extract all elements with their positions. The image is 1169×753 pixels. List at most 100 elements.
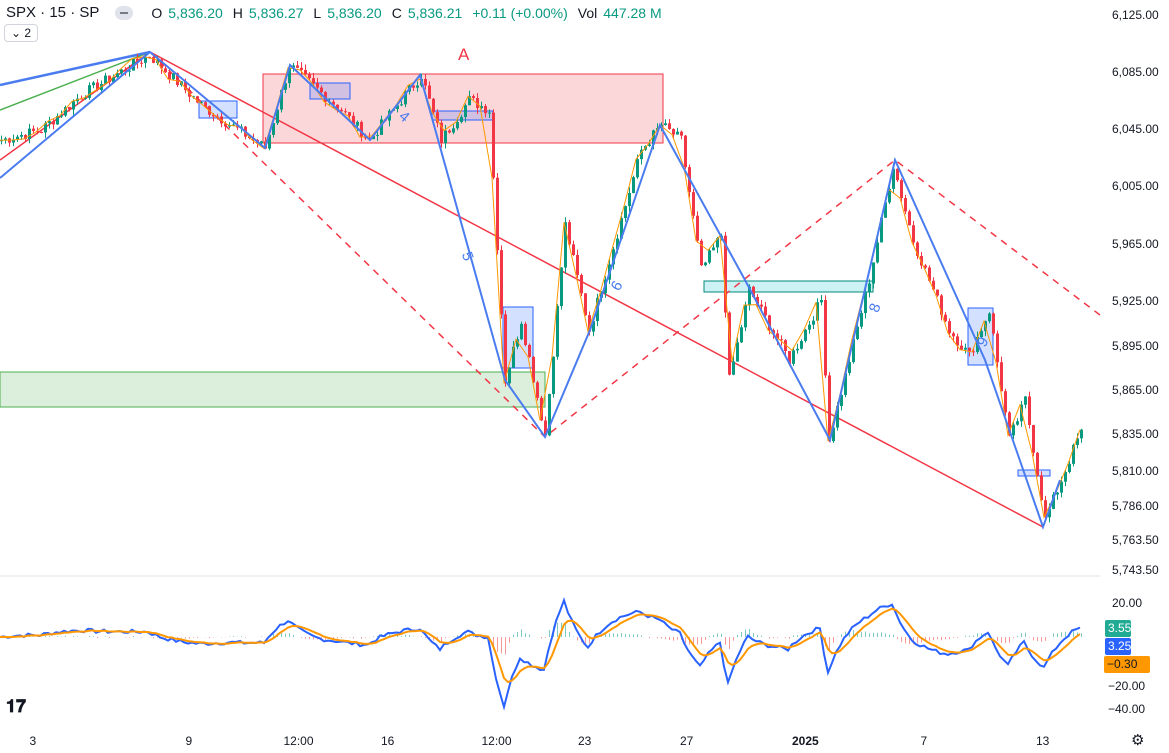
orange-line [0, 56, 1081, 519]
candle [56, 113, 59, 125]
time-axis-label: 9 [185, 734, 193, 748]
candle [472, 94, 475, 100]
candle [104, 72, 107, 85]
candle [1080, 428, 1083, 443]
oscillator-pane [0, 597, 1082, 711]
candle [632, 175, 635, 194]
tradingview-logo[interactable]: 𝟏𝟕 [6, 696, 27, 716]
candle [864, 289, 867, 319]
green-line [0, 51, 151, 111]
candle [888, 186, 891, 205]
open-value: 5,836.20 [168, 4, 223, 21]
candle [1068, 461, 1071, 474]
candle [792, 346, 795, 366]
price-axis-label: 5,865.00 [1112, 383, 1159, 397]
price-axis-label: 5,835.00 [1112, 427, 1159, 441]
candle [92, 81, 95, 89]
candle [300, 62, 303, 75]
settings-icon[interactable]: ⚙ [1131, 732, 1145, 749]
candle [956, 333, 959, 352]
osc-axis-label: 20.00 [1112, 596, 1143, 610]
collapse-indicators-button[interactable]: ⌄ 2 [4, 24, 39, 42]
candle [416, 81, 419, 92]
candle [400, 100, 403, 107]
price-axis-label: 5,763.50 [1112, 533, 1159, 547]
candle [196, 95, 199, 104]
candle [528, 343, 531, 358]
candle [432, 97, 435, 115]
candle [428, 81, 431, 99]
candle [1044, 495, 1047, 521]
low-label: L [313, 4, 322, 21]
candle [520, 321, 523, 341]
candle [580, 273, 583, 297]
cyan-zone-box [703, 280, 874, 293]
candle [500, 245, 503, 319]
candle [640, 145, 643, 165]
candle [728, 311, 731, 376]
time-axis-label: 16 [381, 734, 395, 748]
candle [960, 340, 963, 351]
candle [536, 380, 539, 401]
box-label: A [458, 45, 470, 64]
candle [924, 264, 927, 269]
candle [452, 124, 455, 135]
candle [820, 295, 823, 306]
candle [916, 241, 919, 260]
candle [908, 209, 911, 226]
high-value: 5,836.27 [248, 4, 304, 21]
candle [172, 73, 175, 81]
candle [556, 304, 559, 360]
candle [872, 262, 875, 289]
candle [516, 336, 519, 350]
candle [308, 72, 311, 81]
blue-box [1017, 469, 1051, 477]
price-axis-label: 5,925.00 [1112, 294, 1159, 308]
candle [136, 53, 139, 69]
candle [448, 129, 451, 134]
candle [812, 316, 815, 329]
hide-legend-button[interactable] [115, 5, 134, 20]
high-label: H [232, 4, 243, 21]
candle [808, 320, 811, 334]
time-axis-label: 2025 [792, 734, 819, 748]
time-axis-label: 23 [578, 734, 592, 748]
candle [168, 68, 171, 84]
price-axis-label: 6,045.00 [1112, 122, 1159, 136]
candle [664, 119, 667, 126]
candle [64, 105, 67, 117]
dashed-channel-line [149, 51, 1101, 438]
osc-badge: −0.30 [1104, 656, 1150, 673]
zone-box-a [262, 73, 664, 144]
candle [840, 394, 843, 411]
candle [568, 219, 571, 248]
time-axis-label: 13 [1036, 734, 1050, 748]
candle [896, 168, 899, 183]
candle [624, 205, 627, 222]
candle [676, 127, 679, 135]
candle [488, 109, 491, 118]
time-axis-label: 7 [920, 734, 928, 748]
price-axis-label: 6,005.00 [1112, 179, 1159, 193]
price-axis-label: 5,810.00 [1112, 464, 1159, 478]
candle [796, 343, 799, 354]
open-label: O [151, 4, 163, 21]
candle [740, 324, 743, 344]
candle [868, 279, 871, 298]
candle [424, 73, 427, 90]
candle [128, 65, 131, 77]
candle [544, 416, 547, 437]
osc-badge: 3.25 [1105, 638, 1131, 655]
candle [904, 194, 907, 215]
zigzag [0, 50, 1061, 530]
candle [940, 293, 943, 321]
candle [32, 125, 35, 135]
candle [16, 134, 19, 143]
candle [1000, 356, 1003, 392]
candle [504, 310, 507, 387]
symbol-title[interactable]: SPX · 15 · SP [6, 4, 100, 21]
wave-label: 6 [608, 278, 627, 294]
candle [440, 119, 443, 148]
time-axis-label: 3 [29, 734, 37, 748]
